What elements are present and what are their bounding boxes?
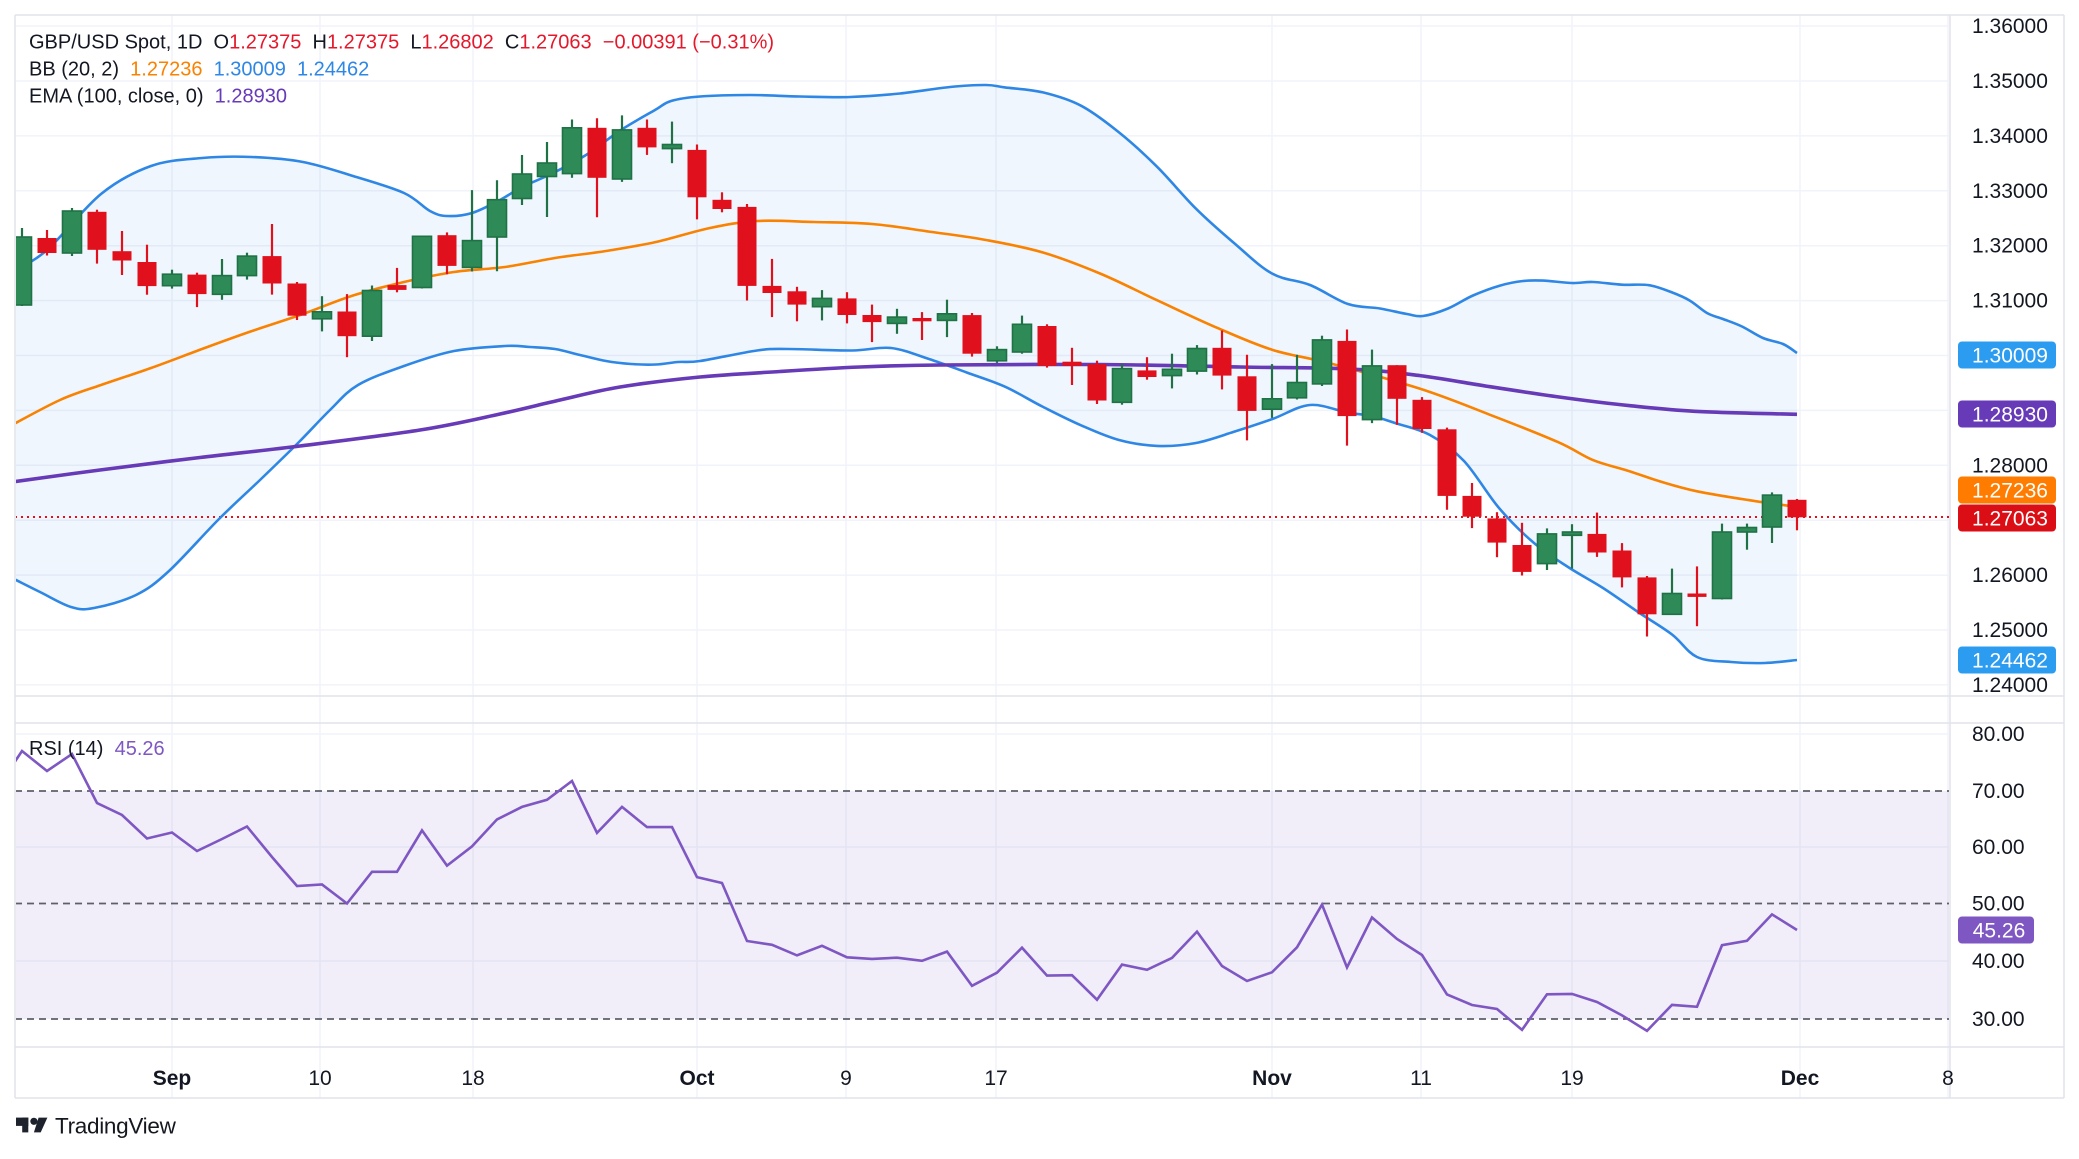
- svg-text:1.35000: 1.35000: [1972, 70, 2048, 93]
- svg-text:40.00: 40.00: [1972, 950, 2025, 973]
- svg-text:1.26000: 1.26000: [1972, 564, 2048, 587]
- svg-text:RSI (14) 45.26: RSI (14) 45.26: [29, 738, 165, 760]
- svg-text:80.00: 80.00: [1972, 723, 2025, 746]
- svg-text:1.24462: 1.24462: [1972, 650, 2048, 673]
- svg-text:70.00: 70.00: [1972, 780, 2025, 803]
- svg-text:EMA (100, close, 0) 1.28930: EMA (100, close, 0) 1.28930: [29, 86, 287, 108]
- svg-text:18: 18: [461, 1067, 484, 1090]
- svg-text:1.28930: 1.28930: [1972, 404, 2048, 427]
- svg-text:60.00: 60.00: [1972, 836, 2025, 859]
- svg-text:TradingView: TradingView: [55, 1114, 177, 1139]
- svg-text:1.28000: 1.28000: [1972, 454, 2048, 477]
- svg-text:1.31000: 1.31000: [1972, 290, 2048, 313]
- svg-text:8: 8: [1942, 1067, 1954, 1090]
- svg-text:50.00: 50.00: [1972, 893, 2025, 916]
- svg-text:BB (20, 2) 1.27236 1.30009: BB (20, 2) 1.27236 1.30009 1.24462: [29, 59, 369, 81]
- svg-text:1.25000: 1.25000: [1972, 619, 2048, 642]
- svg-text:9: 9: [840, 1067, 852, 1090]
- svg-text:Nov: Nov: [1252, 1067, 1292, 1090]
- svg-text:1.34000: 1.34000: [1972, 125, 2048, 148]
- svg-text:19: 19: [1560, 1067, 1583, 1090]
- svg-text:30.00: 30.00: [1972, 1008, 2025, 1031]
- svg-text:1.32000: 1.32000: [1972, 235, 2048, 258]
- svg-text:1.27063: 1.27063: [1972, 508, 2048, 531]
- svg-text:1.24000: 1.24000: [1972, 674, 2048, 697]
- svg-text:1.27236: 1.27236: [1972, 480, 2048, 503]
- svg-text:11: 11: [1410, 1067, 1432, 1090]
- svg-text:Oct: Oct: [679, 1067, 714, 1090]
- svg-text:1.30009: 1.30009: [1972, 345, 2048, 368]
- svg-text:Sep: Sep: [153, 1067, 192, 1090]
- svg-text:1.33000: 1.33000: [1972, 180, 2048, 203]
- svg-text:10: 10: [308, 1067, 331, 1090]
- svg-text:1.36000: 1.36000: [1972, 15, 2048, 38]
- svg-text:GBP/USD Spot, 1D O1.27375 H1: GBP/USD Spot, 1D O1.27375 H1.27375 L1.26…: [29, 32, 774, 54]
- svg-text:17: 17: [984, 1067, 1007, 1090]
- svg-text:45.26: 45.26: [1973, 920, 2026, 943]
- svg-text:Dec: Dec: [1781, 1067, 1820, 1090]
